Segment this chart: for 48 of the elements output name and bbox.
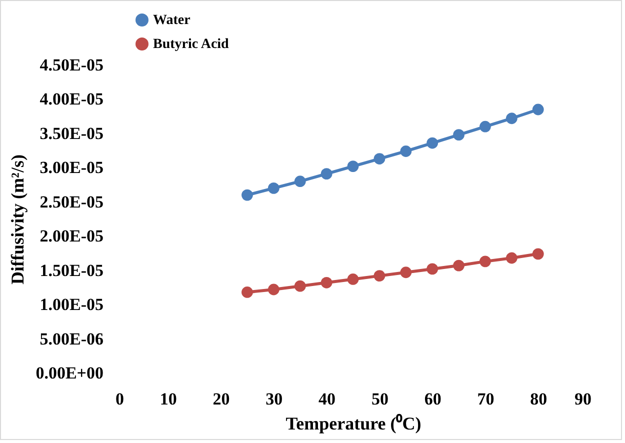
x-tick-label: 80 <box>530 390 548 408</box>
y-axis-title: Diffusivity (m²/s) <box>8 154 28 284</box>
x-tick-label: 90 <box>574 390 592 408</box>
y-tick-label: 0.00E+00 <box>36 364 104 382</box>
point <box>480 120 491 132</box>
point <box>320 168 332 180</box>
x-tick-label: 50 <box>371 390 388 408</box>
x-tick-label: 20 <box>212 390 230 408</box>
legend-label: Butyric Acid <box>153 37 230 52</box>
point <box>506 112 518 124</box>
x-tick-label: 70 <box>477 390 494 408</box>
point <box>453 260 464 272</box>
point <box>347 160 359 172</box>
point <box>400 146 412 157</box>
legend-label: Water <box>153 13 190 28</box>
point <box>532 248 544 260</box>
y-tick-label: 4.00E-05 <box>40 90 104 109</box>
x-axis-title: Temperature (⁰C) <box>286 414 422 434</box>
y-tick-label: 3.50E-05 <box>40 124 104 143</box>
y-tick-label: 1.50E-05 <box>40 260 104 280</box>
point <box>400 266 412 278</box>
point <box>268 284 280 296</box>
point <box>320 276 332 288</box>
point <box>347 274 359 285</box>
x-tick-label: 0 <box>116 390 124 408</box>
point <box>294 176 306 188</box>
x-tick-label: 10 <box>160 390 177 408</box>
y-tick-label: 1.00E-05 <box>40 295 104 314</box>
y-tick-label: 4.50E-05 <box>40 56 104 74</box>
point <box>294 280 306 292</box>
point <box>374 153 386 164</box>
x-tick-label: 40 <box>318 390 336 408</box>
y-tick-label: 2.00E-05 <box>40 226 104 246</box>
point <box>426 263 438 275</box>
point <box>532 104 544 116</box>
point <box>480 256 491 268</box>
x-tick-label: 30 <box>266 390 283 408</box>
point <box>268 182 280 194</box>
x-tick-label: 60 <box>424 390 442 408</box>
y-tick-label: 3.00E-05 <box>40 158 104 178</box>
point <box>453 129 464 141</box>
point <box>506 252 518 264</box>
point <box>242 286 253 298</box>
y-tick-label: 5.00E-06 <box>40 329 104 348</box>
y-tick-label: 2.50E-05 <box>40 192 104 212</box>
point <box>426 137 438 149</box>
point <box>242 189 253 201</box>
point <box>374 270 386 282</box>
